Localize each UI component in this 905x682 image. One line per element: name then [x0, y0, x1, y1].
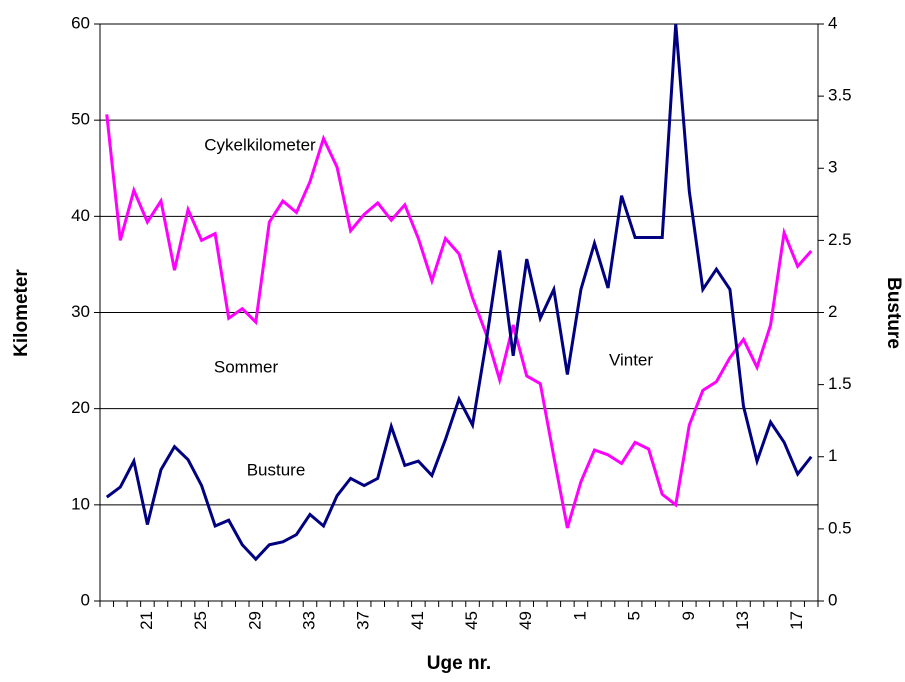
annotation: Busture: [247, 460, 306, 479]
y2-tick-label: 2.5: [828, 230, 852, 249]
y2-tick-label: 0: [828, 590, 837, 609]
y2-tick-label: 0.5: [828, 518, 852, 537]
y2-tick-label: 2: [828, 302, 837, 321]
series-line: [105, 23, 813, 562]
annotation: Cykelkilometer: [204, 135, 316, 154]
y-tick-label: 10: [71, 494, 90, 513]
x-tick-label: 37: [354, 611, 373, 630]
x-tick-label: 5: [625, 611, 644, 620]
y2-tick-label: 3.5: [828, 86, 852, 105]
y-tick-label: 40: [71, 206, 90, 225]
y-tick-label: 30: [71, 302, 90, 321]
x-tick-label: 1: [570, 611, 589, 620]
y-axis-title: Kilometer: [11, 269, 32, 357]
y2-tick-label: 1: [828, 446, 837, 465]
annotation: Vinter: [609, 350, 653, 369]
y2-tick-label: 1.5: [828, 374, 852, 393]
series-line: [105, 114, 813, 529]
y-tick-label: 0: [81, 590, 90, 609]
y-tick-label: 20: [71, 398, 90, 417]
annotation: Sommer: [214, 357, 279, 376]
y-tick-label: 50: [71, 110, 90, 129]
y-tick-label: 60: [71, 13, 90, 32]
x-tick-label: 49: [516, 611, 535, 630]
y2-tick-label: 4: [828, 13, 837, 32]
x-tick-label: 33: [299, 611, 318, 630]
x-tick-label: 25: [191, 611, 210, 630]
x-tick-label: 21: [137, 611, 156, 630]
x-axis-title: Uge nr.: [427, 653, 491, 674]
x-tick-label: 41: [408, 611, 427, 630]
x-tick-label: 9: [679, 611, 698, 620]
x-tick-label: 13: [733, 611, 752, 630]
x-tick-label: 17: [787, 611, 806, 630]
y2-tick-label: 3: [828, 158, 837, 177]
y2-axis-title: Busture: [883, 277, 904, 349]
x-tick-label: 29: [245, 611, 264, 630]
x-tick-label: 45: [462, 611, 481, 630]
